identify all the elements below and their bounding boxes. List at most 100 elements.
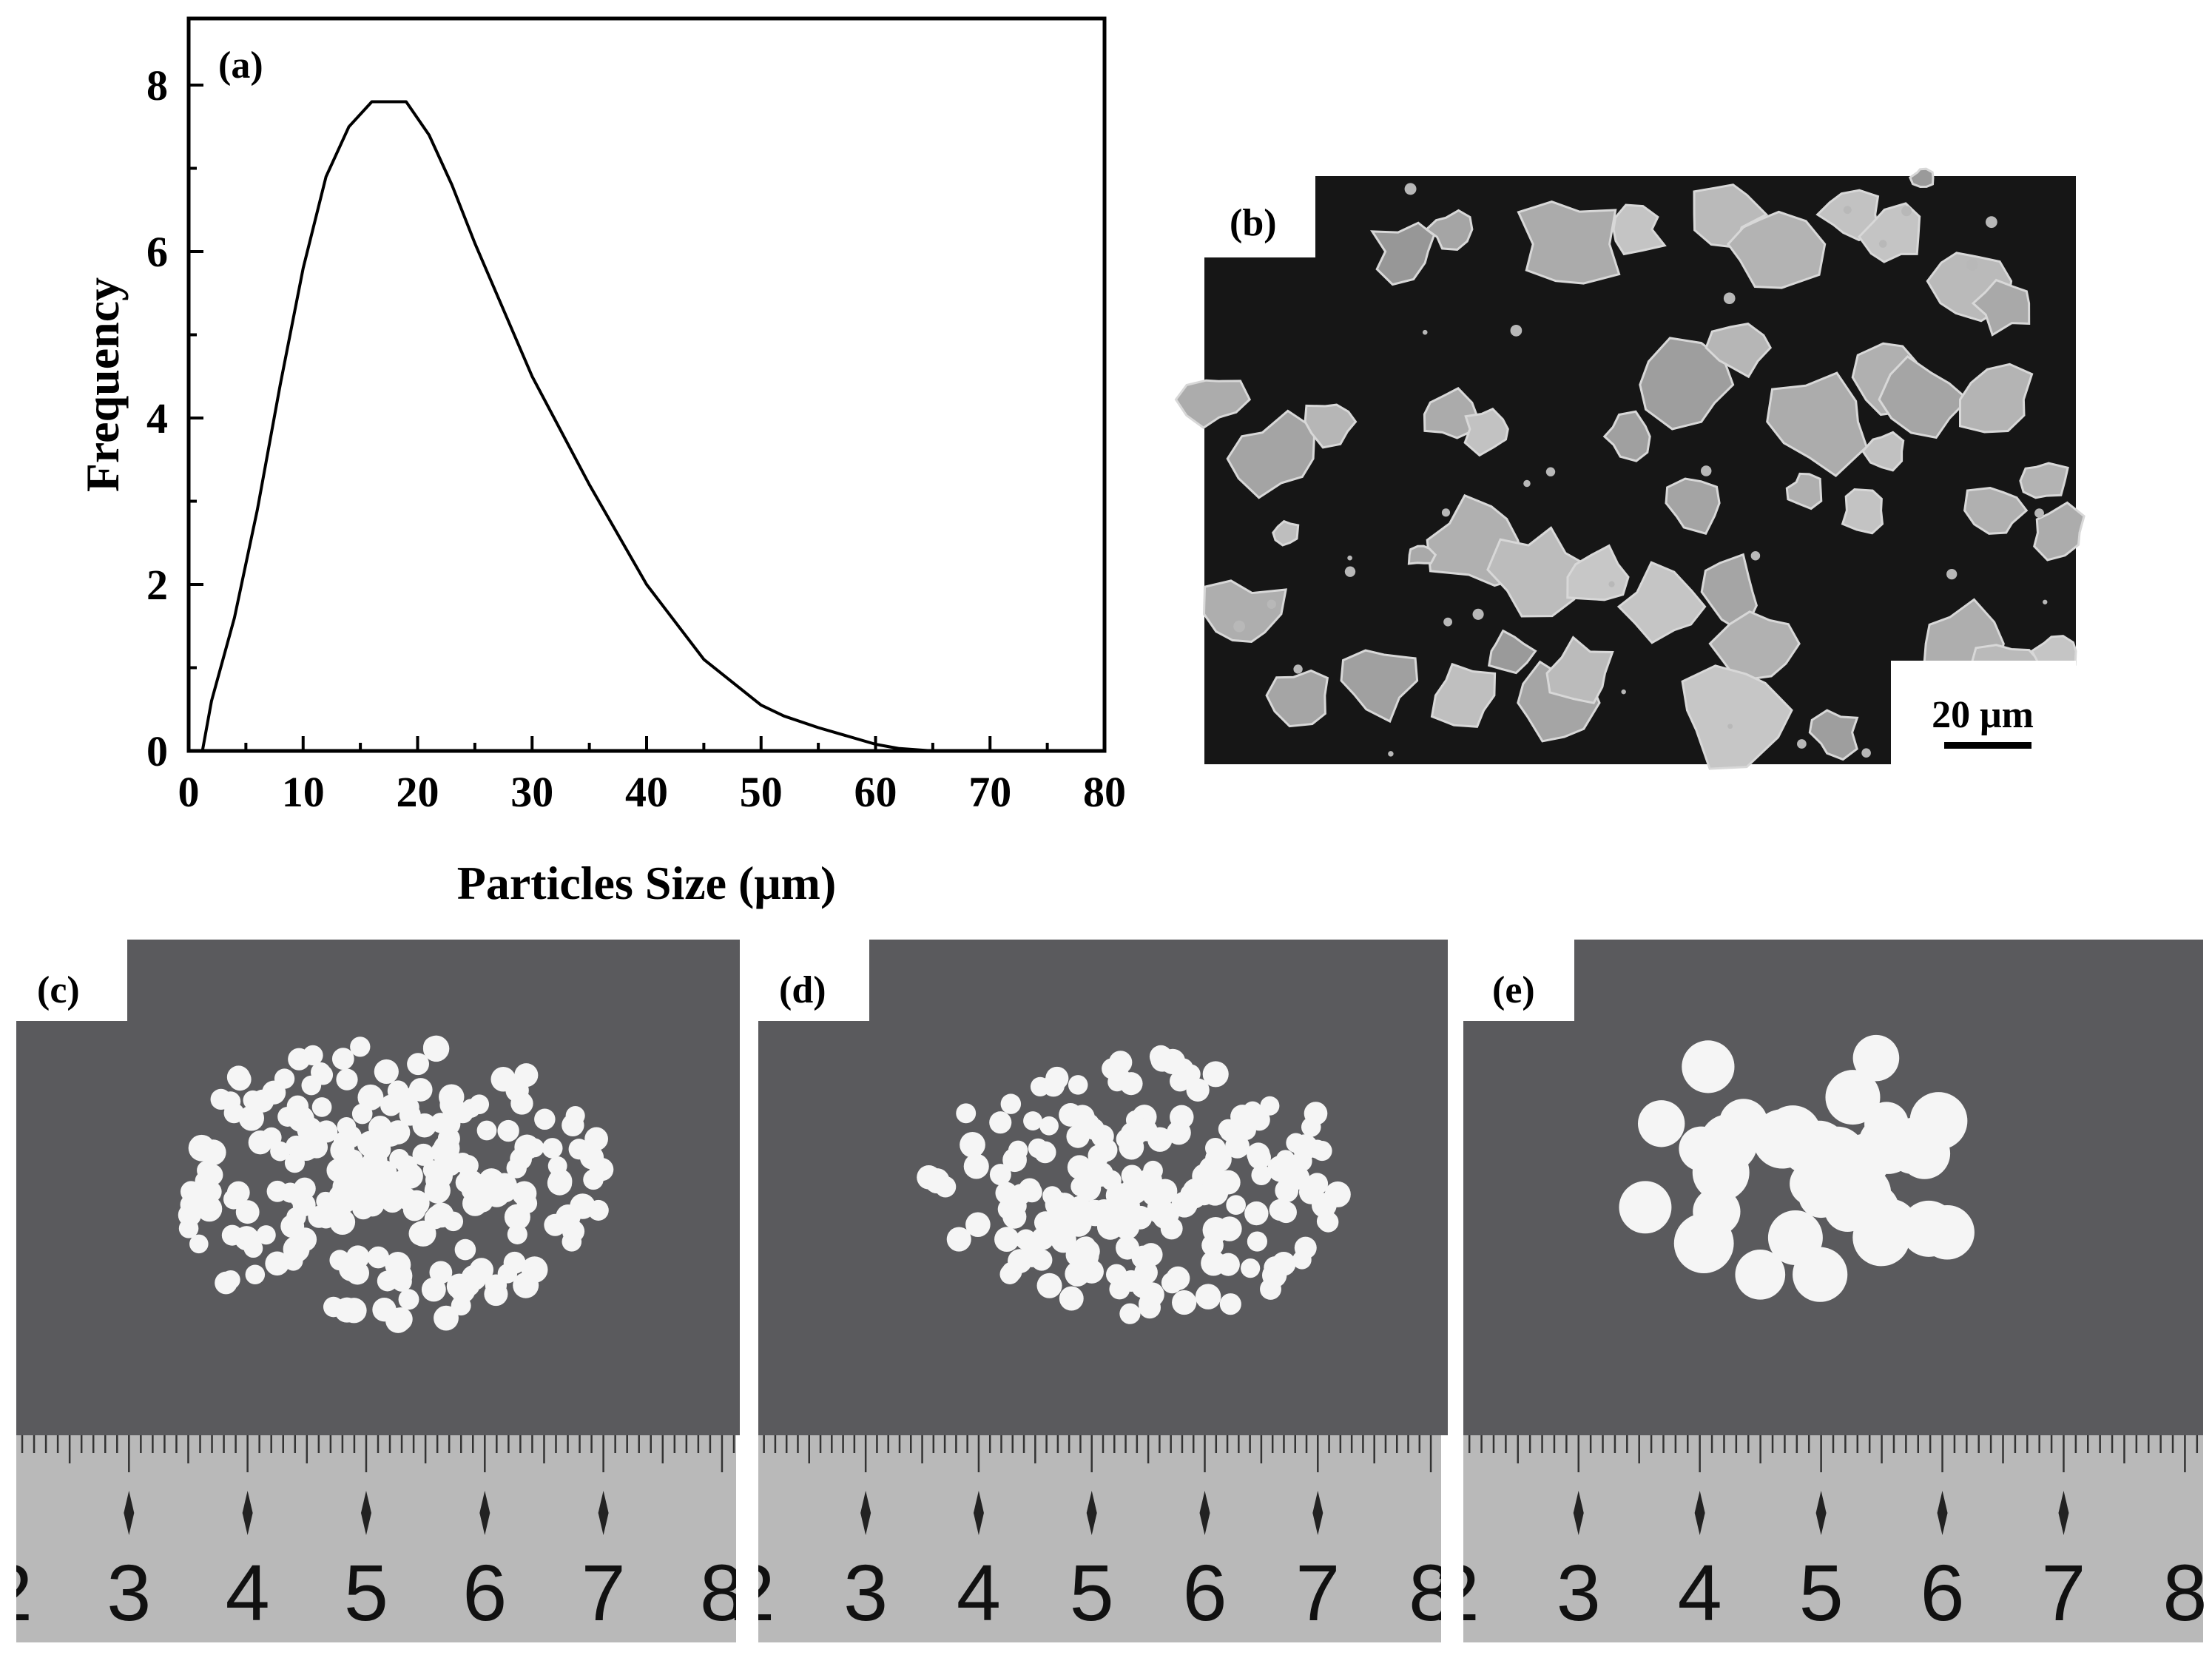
bead bbox=[1000, 1093, 1022, 1114]
ruler bbox=[1463, 1435, 2203, 1642]
bead bbox=[1067, 1155, 1092, 1180]
sem-fine-particle bbox=[1347, 555, 1352, 561]
sem-particle bbox=[2033, 501, 2085, 562]
bead bbox=[243, 1238, 263, 1258]
ruler-number: 6 bbox=[1921, 1548, 1965, 1637]
curve-point bbox=[530, 375, 533, 378]
sem-particle bbox=[1487, 629, 1537, 675]
bead bbox=[1858, 1115, 1918, 1174]
y-axis-title: Frequency bbox=[76, 277, 129, 492]
bead bbox=[385, 1120, 411, 1145]
y-tick-label: 8 bbox=[146, 61, 168, 109]
x-tick-label: 40 bbox=[625, 768, 668, 816]
bead bbox=[1637, 1100, 1685, 1147]
bead bbox=[512, 1181, 537, 1206]
ruler-diamond-mark bbox=[1312, 1491, 1324, 1535]
bead bbox=[1079, 1259, 1104, 1284]
ruler-number: 6 bbox=[462, 1548, 507, 1637]
bead bbox=[924, 1168, 950, 1194]
ruler-number: 3 bbox=[107, 1548, 151, 1637]
sem-fine-particle bbox=[1523, 479, 1531, 488]
bead bbox=[562, 1232, 582, 1252]
bead bbox=[331, 1187, 357, 1214]
x-tick-label: 20 bbox=[397, 768, 439, 816]
x-axis: 0 10 20 30 40 50 60 70 80 bbox=[178, 736, 1126, 816]
bead bbox=[1195, 1284, 1221, 1309]
bead bbox=[542, 1138, 563, 1159]
bead bbox=[547, 1169, 573, 1193]
y-tick-label: 6 bbox=[146, 228, 168, 276]
bead bbox=[197, 1160, 217, 1181]
ruler-diamond-mark bbox=[598, 1491, 609, 1535]
bead bbox=[1096, 1213, 1124, 1240]
sem-fine-particle bbox=[1946, 568, 1958, 580]
bead bbox=[565, 1106, 585, 1126]
bead bbox=[1201, 1250, 1227, 1276]
panel-label-box bbox=[16, 940, 127, 1021]
x-tick-label: 0 bbox=[178, 768, 200, 816]
curve-point bbox=[256, 508, 259, 511]
bead bbox=[1291, 1150, 1312, 1172]
sem-fine-particle bbox=[1293, 664, 1303, 674]
x-tick-label: 10 bbox=[282, 768, 325, 816]
bead bbox=[283, 1251, 303, 1271]
bead bbox=[1225, 1133, 1250, 1159]
curve-point bbox=[451, 183, 453, 186]
bead bbox=[1170, 1105, 1194, 1130]
bead bbox=[1186, 1078, 1210, 1102]
sem-particle bbox=[1430, 662, 1497, 728]
x-tick-label: 80 bbox=[1083, 768, 1126, 816]
bead bbox=[221, 1270, 240, 1290]
bead bbox=[507, 1224, 527, 1244]
bead bbox=[256, 1225, 276, 1245]
bead bbox=[439, 1084, 465, 1110]
sem-fine-particle bbox=[2043, 599, 2048, 604]
sem-particle bbox=[1681, 664, 1793, 770]
ruler-number: 5 bbox=[344, 1548, 388, 1637]
bead bbox=[1192, 1163, 1218, 1189]
sem-particle bbox=[1265, 669, 1329, 728]
bead bbox=[1153, 1204, 1177, 1229]
sem-particle bbox=[1963, 486, 2029, 535]
sem-fine-particle bbox=[1723, 292, 1736, 305]
bead bbox=[339, 1256, 364, 1281]
panel-label-a: (a) bbox=[218, 44, 263, 87]
bead bbox=[1120, 1122, 1147, 1147]
bead bbox=[521, 1256, 548, 1284]
bead bbox=[266, 1180, 289, 1202]
bead bbox=[412, 1113, 437, 1138]
panel-gutter bbox=[1441, 1435, 1463, 1642]
bead bbox=[377, 1270, 398, 1292]
sem-fine-particle bbox=[2034, 508, 2044, 519]
sem-particle bbox=[1726, 210, 1827, 289]
sem-particle bbox=[1463, 408, 1509, 457]
bead bbox=[238, 1105, 265, 1131]
bead bbox=[1241, 1258, 1261, 1278]
ruler-diamond-mark bbox=[2058, 1491, 2069, 1535]
bead bbox=[284, 1153, 305, 1173]
bead bbox=[965, 1212, 991, 1238]
curve-point bbox=[897, 747, 900, 750]
bead bbox=[1275, 1150, 1295, 1169]
sem-fine-particle bbox=[1510, 324, 1523, 337]
bead bbox=[1023, 1111, 1042, 1131]
bead bbox=[956, 1103, 977, 1124]
curve-point bbox=[588, 483, 591, 486]
bead bbox=[391, 1271, 412, 1292]
bead bbox=[248, 1130, 272, 1155]
sem-particle bbox=[1424, 209, 1474, 252]
bead bbox=[1125, 1183, 1147, 1204]
panel-label-e: (e) bbox=[1492, 969, 1535, 1011]
ruler-number: 5 bbox=[1070, 1548, 1114, 1637]
curve-point bbox=[210, 700, 213, 702]
curve-layer bbox=[200, 100, 934, 752]
bead bbox=[368, 1116, 392, 1139]
bead bbox=[235, 1200, 260, 1224]
curve-point bbox=[702, 658, 705, 661]
bead bbox=[1825, 1070, 1881, 1125]
bead bbox=[1852, 1034, 1900, 1082]
ruler-diamond-mark bbox=[1086, 1491, 1097, 1535]
bead bbox=[460, 1170, 483, 1193]
bead bbox=[1218, 1119, 1238, 1139]
